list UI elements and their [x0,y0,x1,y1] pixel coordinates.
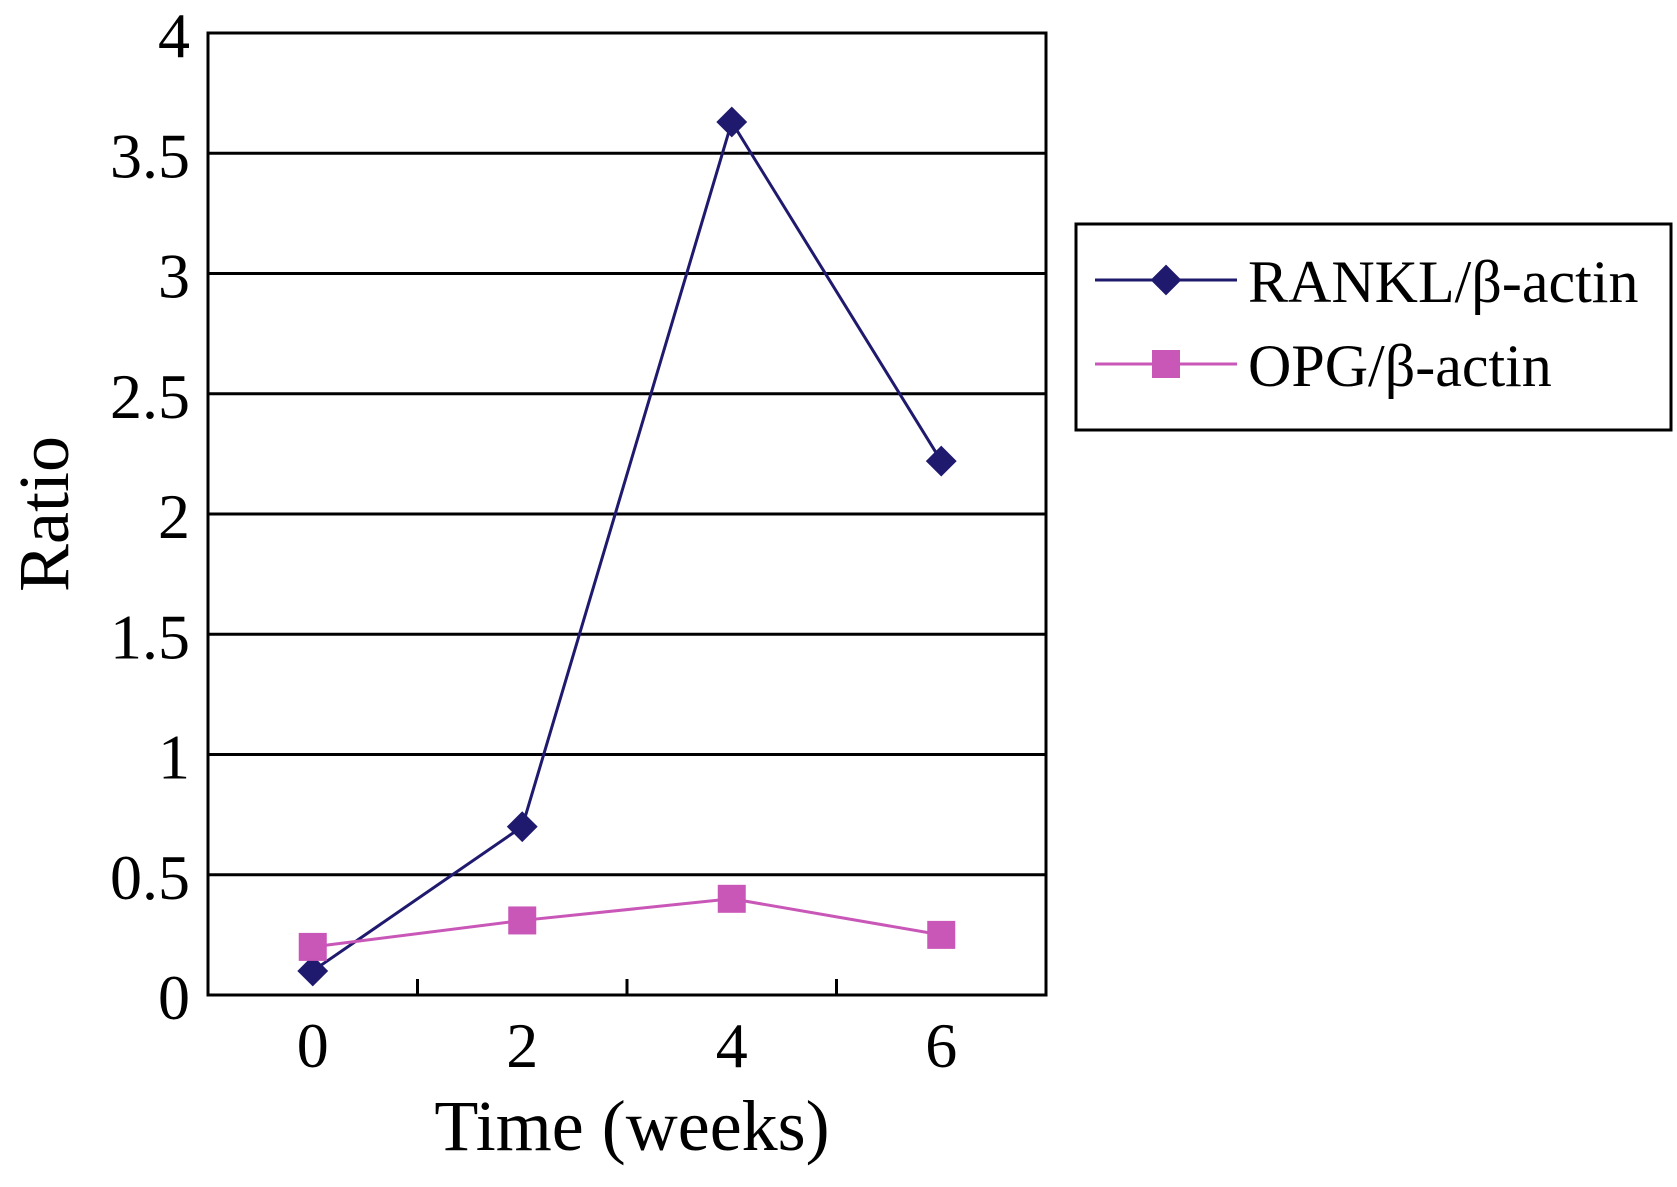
series-1-point [508,906,537,935]
x-axis-label: Time (weeks) [434,1086,829,1166]
x-tick-label: 6 [925,1010,957,1081]
series-0-point [506,811,538,843]
series-1-point [717,884,746,913]
x-tick-label: 4 [716,1010,748,1081]
y-tick-label: 3.5 [110,120,190,191]
y-tick-label: 0 [158,962,190,1033]
legend-items: RANKL/β-actin OPG/β-actin [1095,249,1638,399]
y-tick-label: 2 [158,481,190,552]
y-tick-label: 0.5 [110,842,190,913]
y-tick-label: 1.5 [110,601,190,672]
legend-label-1: OPG/β-actin [1248,333,1552,399]
y-tick-label: 4 [158,0,190,71]
y-axis-label: Ratio [4,436,84,592]
y-tick-label: 3 [158,241,190,312]
y-tick-label: 2.5 [110,361,190,432]
series-0-point [716,106,748,138]
series-line-1 [312,897,942,949]
y-axis-tick-labels: 0 0.5 1 1.5 2 2.5 3 3.5 4 [110,0,190,1033]
series-0-point [297,955,329,987]
series-1-point [927,920,956,949]
gridlines [208,151,1046,995]
plot-area-frame [206,31,1048,997]
series-line-0 [311,118,943,973]
legend: RANKL/β-actin OPG/β-actin [1074,222,1673,432]
x-tick-label: 0 [297,1010,329,1081]
series-1-point [298,932,327,961]
series-markers [297,106,957,987]
series-0-point [925,445,957,477]
x-tick-label: 2 [506,1010,538,1081]
series-lines [311,118,943,973]
legend-marker-0 [1150,264,1182,296]
legend-box [1074,222,1673,432]
legend-marker-1 [1152,350,1180,378]
y-tick-label: 1 [158,722,190,793]
x-axis-tick-labels: 0 2 4 6 [297,1010,958,1081]
legend-label-0: RANKL/β-actin [1248,249,1638,315]
